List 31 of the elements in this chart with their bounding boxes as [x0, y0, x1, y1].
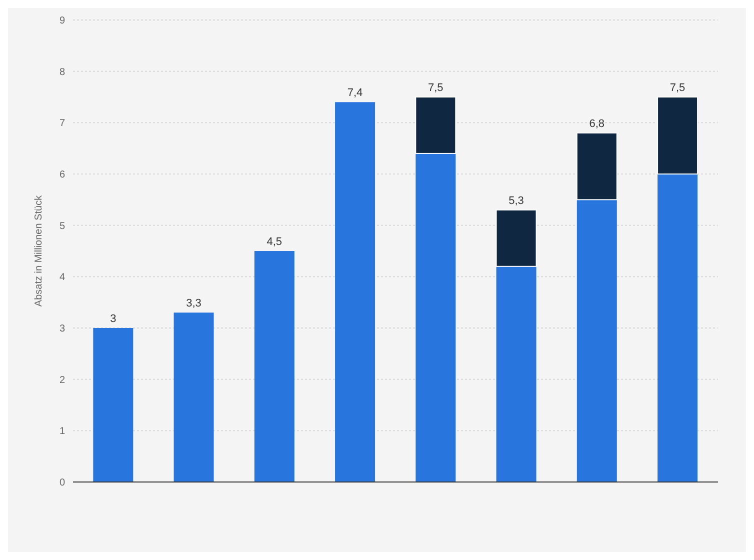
total-label: 3	[110, 313, 116, 325]
y-tick-label: 8	[59, 66, 66, 78]
bar	[415, 96, 456, 154]
y-tick-label: 0	[59, 478, 66, 489]
bar	[658, 174, 698, 482]
y-tick-label: 5	[59, 220, 66, 232]
y-tick-label: 1	[59, 426, 66, 438]
bar	[416, 153, 456, 482]
y-tick-label: 6	[59, 170, 66, 181]
bar	[254, 251, 294, 482]
total-label: 7,4	[347, 87, 363, 100]
total-label: 7,5	[670, 82, 686, 94]
y-tick-label: 9	[59, 16, 66, 27]
y-tick-label: 2	[59, 374, 66, 386]
total-label: 3,3	[186, 298, 202, 310]
y-tick-label: 3	[59, 324, 66, 335]
bar	[496, 266, 536, 482]
total-label: 6,8	[589, 118, 605, 130]
bar	[496, 209, 537, 267]
bar	[93, 328, 134, 482]
total-label: 4,5	[266, 236, 282, 248]
bar	[657, 96, 698, 174]
total-label: 7,5	[428, 82, 444, 94]
y-axis-title: Absatz in Millionen Stück	[34, 194, 45, 307]
y-tick-label: 7	[59, 118, 66, 130]
total-label: 5,3	[508, 194, 524, 207]
bar	[174, 312, 214, 482]
bar	[335, 102, 376, 482]
bar	[576, 200, 617, 482]
bar	[576, 132, 618, 200]
y-tick-label: 4	[59, 272, 66, 284]
